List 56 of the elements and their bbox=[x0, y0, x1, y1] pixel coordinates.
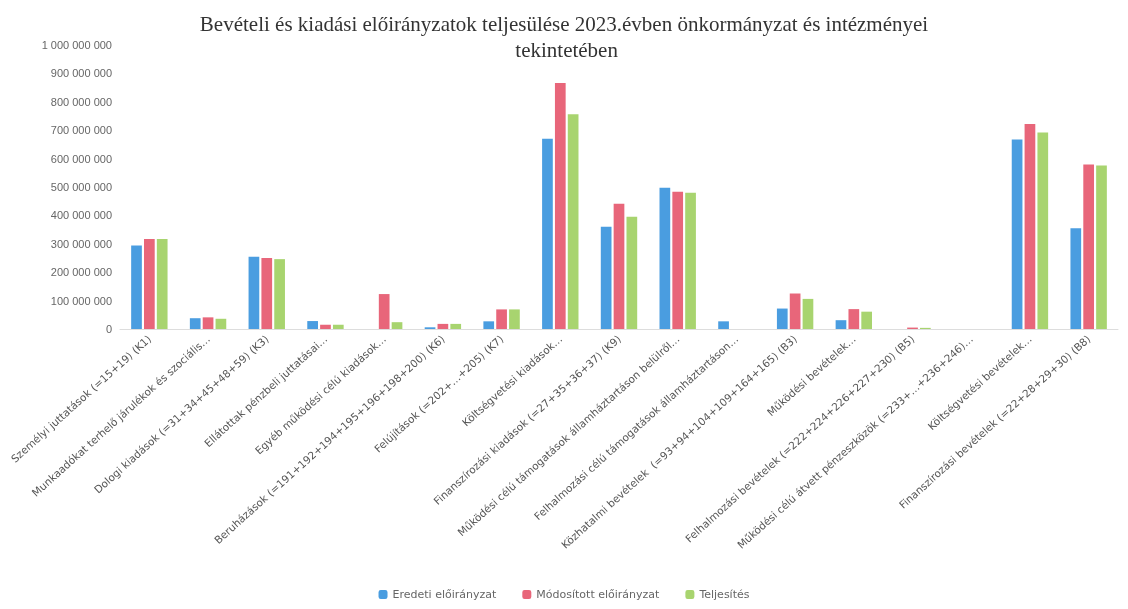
bar bbox=[144, 238, 155, 329]
y-tick-label: 100 000 000 bbox=[50, 294, 112, 307]
bar bbox=[332, 324, 344, 329]
bar bbox=[1037, 132, 1049, 329]
bar bbox=[848, 309, 860, 329]
y-tick-label: 600 000 000 bbox=[50, 152, 112, 165]
y-tick-label: 300 000 000 bbox=[50, 237, 112, 250]
bar bbox=[776, 308, 788, 329]
y-tick-label: 200 000 000 bbox=[50, 266, 112, 279]
bar bbox=[1096, 165, 1107, 329]
bar bbox=[483, 321, 495, 329]
bar bbox=[685, 192, 696, 329]
y-tick-label: 400 000 000 bbox=[50, 209, 112, 222]
bar bbox=[672, 191, 684, 329]
bar bbox=[1024, 123, 1036, 329]
bar bbox=[391, 322, 403, 329]
bar bbox=[202, 317, 214, 329]
y-tick-label: 500 000 000 bbox=[50, 181, 112, 193]
bar bbox=[1070, 228, 1082, 329]
bar bbox=[320, 324, 331, 329]
bar bbox=[274, 259, 285, 329]
legend-label: Módosított előirányzat bbox=[536, 588, 661, 601]
bar bbox=[861, 311, 873, 329]
bar bbox=[189, 318, 201, 329]
y-tick-label: 800 000 000 bbox=[50, 95, 112, 108]
bar bbox=[542, 138, 553, 329]
legend-label: Eredeti előirányzat bbox=[392, 588, 497, 601]
bar bbox=[215, 318, 227, 329]
bar bbox=[450, 323, 462, 329]
chart-title: Bevételi és kiadási előirányzatok teljesülése 2023.évben önkormányzat és intézményei tekintetében bbox=[199, 12, 929, 62]
bar bbox=[496, 309, 507, 329]
bar bbox=[248, 256, 260, 329]
y-tick-label: 0 bbox=[105, 323, 112, 335]
bar bbox=[1083, 164, 1094, 329]
y-tick-label: 1 000 000 000 bbox=[41, 39, 112, 51]
bar bbox=[131, 245, 142, 329]
y-tick-label: 900 000 000 bbox=[50, 67, 112, 80]
bar bbox=[718, 321, 729, 329]
bar bbox=[802, 298, 814, 329]
bar bbox=[1011, 139, 1023, 329]
bar bbox=[835, 320, 847, 329]
bar bbox=[378, 294, 390, 329]
bar bbox=[613, 203, 625, 329]
bar bbox=[626, 216, 638, 329]
bar bbox=[261, 258, 273, 329]
bar bbox=[554, 83, 566, 329]
bar bbox=[156, 238, 168, 329]
bar bbox=[307, 321, 318, 329]
bar bbox=[659, 187, 671, 329]
bar bbox=[509, 309, 520, 329]
bar bbox=[600, 226, 612, 329]
bar bbox=[567, 114, 579, 329]
bar bbox=[789, 293, 801, 329]
legend-label: Teljesítés bbox=[698, 588, 750, 601]
y-tick-label: 700 000 000 bbox=[50, 124, 112, 137]
bar bbox=[437, 323, 449, 329]
